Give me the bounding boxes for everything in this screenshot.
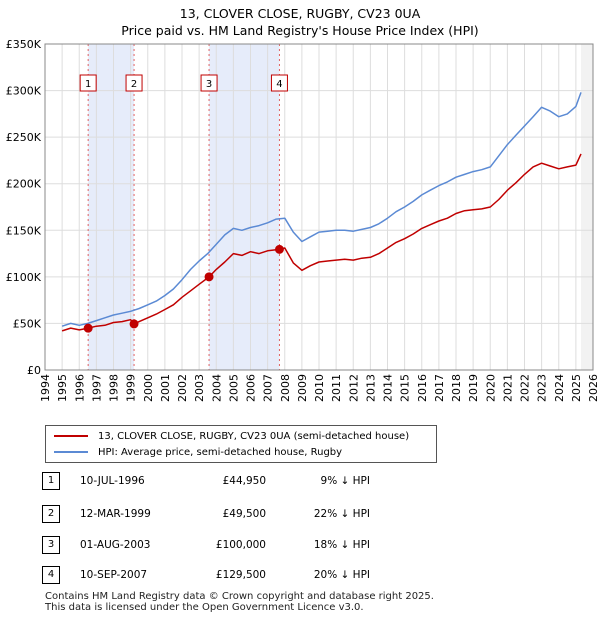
sale-point <box>204 272 214 282</box>
x-tick-label: 2010 <box>313 374 326 402</box>
property-series-line <box>61 153 582 332</box>
y-tick-label: £250K <box>6 131 42 144</box>
shaded-ownership-period <box>209 44 280 370</box>
y-tick-label: £150K <box>6 224 42 237</box>
sale-hpi-diff: 22% ↓ HPI <box>313 508 370 520</box>
x-tick-label: 2020 <box>484 374 497 402</box>
sale-marker-box <box>79 74 97 92</box>
sale-price: £100,000 <box>215 539 266 551</box>
legend-line-hpi <box>54 451 88 453</box>
x-tick-label: 2017 <box>433 374 446 402</box>
x-tick-label: 2002 <box>176 374 189 402</box>
x-tick-label: 2005 <box>227 374 240 402</box>
sale-point <box>129 319 139 329</box>
table-row: 2 12-MAR-1999 £49,500 22% ↓ HPI <box>0 505 600 525</box>
chart-legend: 13, CLOVER CLOSE, RUGBY, CV23 0UA (semi-… <box>45 425 437 463</box>
footer: Contains HM Land Registry data © Crown c… <box>45 591 434 613</box>
x-tick-label: 2021 <box>501 374 514 402</box>
x-tick-label: 2013 <box>364 374 377 402</box>
y-tick-label: £100K <box>6 271 42 284</box>
sale-marker-label: 2 <box>131 79 137 90</box>
sale-point <box>83 323 93 333</box>
x-tick-label: 2018 <box>450 374 463 402</box>
x-tick-label: 2008 <box>279 374 292 402</box>
y-tick-label: £350K <box>6 38 42 51</box>
x-tick-label: 2016 <box>416 374 429 402</box>
chart-subtitle: Price paid vs. HM Land Registry's House … <box>121 23 479 38</box>
sale-marker-box <box>200 74 218 92</box>
sale-date: 01-AUG-2003 <box>80 539 151 551</box>
x-tick-label: 2001 <box>159 374 172 402</box>
hpi-series-line <box>61 92 582 327</box>
sale-point <box>274 244 284 254</box>
legend-label-property: 13, CLOVER CLOSE, RUGBY, CV23 0UA (semi-… <box>98 430 410 442</box>
table-row: 1 10-JUL-1996 £44,950 9% ↓ HPI <box>0 472 600 492</box>
price-chart: £0 £50K £100K £150K £200K £250K £300K £350K 1994… <box>6 38 600 402</box>
footer-copyright: Contains HM Land Registry data © Crown c… <box>45 591 434 602</box>
sale-price: £44,950 <box>222 475 266 487</box>
x-tick-label: 2019 <box>467 374 480 402</box>
y-tick-label: £0 <box>27 364 41 377</box>
x-tick-label: 1999 <box>125 374 138 402</box>
sale-number-badge: 1 <box>42 472 60 490</box>
x-tick-label: 2004 <box>210 374 223 402</box>
x-tick-label: 2003 <box>193 374 206 402</box>
sale-date: 12-MAR-1999 <box>80 508 151 520</box>
sale-marker-label: 4 <box>276 79 282 90</box>
x-tick-label: 1995 <box>56 374 69 402</box>
footer-licence: This data is licensed under the Open Gov… <box>45 602 364 613</box>
sale-date: 10-JUL-1996 <box>80 475 145 487</box>
sale-hpi-diff: 20% ↓ HPI <box>313 569 370 581</box>
chart-title: 13, CLOVER CLOSE, RUGBY, CV23 0UA <box>179 6 421 21</box>
x-tick-label: 2014 <box>382 374 395 402</box>
x-tick-label: 2007 <box>262 374 275 402</box>
x-tick-label: 2015 <box>399 374 412 402</box>
x-tick-label: 2000 <box>142 374 155 402</box>
sale-price: £49,500 <box>222 508 266 520</box>
x-tick-label: 2025 <box>570 374 583 402</box>
sale-number-badge: 3 <box>42 536 60 554</box>
table-row: 4 10-SEP-2007 £129,500 20% ↓ HPI <box>0 566 600 586</box>
table-row: 3 01-AUG-2003 £100,000 18% ↓ HPI <box>0 536 600 556</box>
legend-label-hpi: HPI: Average price, semi-detached house,… <box>98 446 343 458</box>
y-tick-label: £300K <box>6 85 42 98</box>
sale-marker-label: 1 <box>85 79 91 90</box>
legend-item-property: 13, CLOVER CLOSE, RUGBY, CV23 0UA (semi-… <box>54 429 409 443</box>
legend-item-hpi: HPI: Average price, semi-detached house,… <box>54 445 342 459</box>
sale-price: £129,500 <box>215 569 266 581</box>
sale-number-badge: 4 <box>42 566 60 584</box>
x-tick-label: 1996 <box>73 374 86 402</box>
x-tick-label: 2006 <box>245 374 258 402</box>
x-tick-label: 2024 <box>553 374 566 402</box>
plot-frame <box>44 43 594 371</box>
sale-hpi-diff: 18% ↓ HPI <box>313 539 370 551</box>
x-tick-label: 1994 <box>39 374 52 402</box>
x-tick-label: 2011 <box>330 374 343 402</box>
sale-marker-label: 3 <box>206 79 212 90</box>
x-tick-label: 2009 <box>296 374 309 402</box>
y-tick-label: £200K <box>6 178 42 191</box>
y-tick-label: £50K <box>13 317 42 330</box>
x-tick-label: 1998 <box>108 374 121 402</box>
legend-line-property <box>54 435 88 437</box>
x-tick-label: 2012 <box>347 374 360 402</box>
sale-marker-box <box>125 74 143 92</box>
x-tick-label: 2023 <box>536 374 549 402</box>
sale-number-badge: 2 <box>42 505 60 523</box>
x-tick-label: 2026 <box>587 374 600 402</box>
sale-hpi-diff: 9% ↓ HPI <box>320 475 370 487</box>
x-tick-label: 2022 <box>519 374 532 402</box>
x-tick-label: 1997 <box>90 374 103 402</box>
sale-marker-box <box>270 74 288 92</box>
forecast-region <box>581 44 593 370</box>
sale-date: 10-SEP-2007 <box>80 569 148 581</box>
